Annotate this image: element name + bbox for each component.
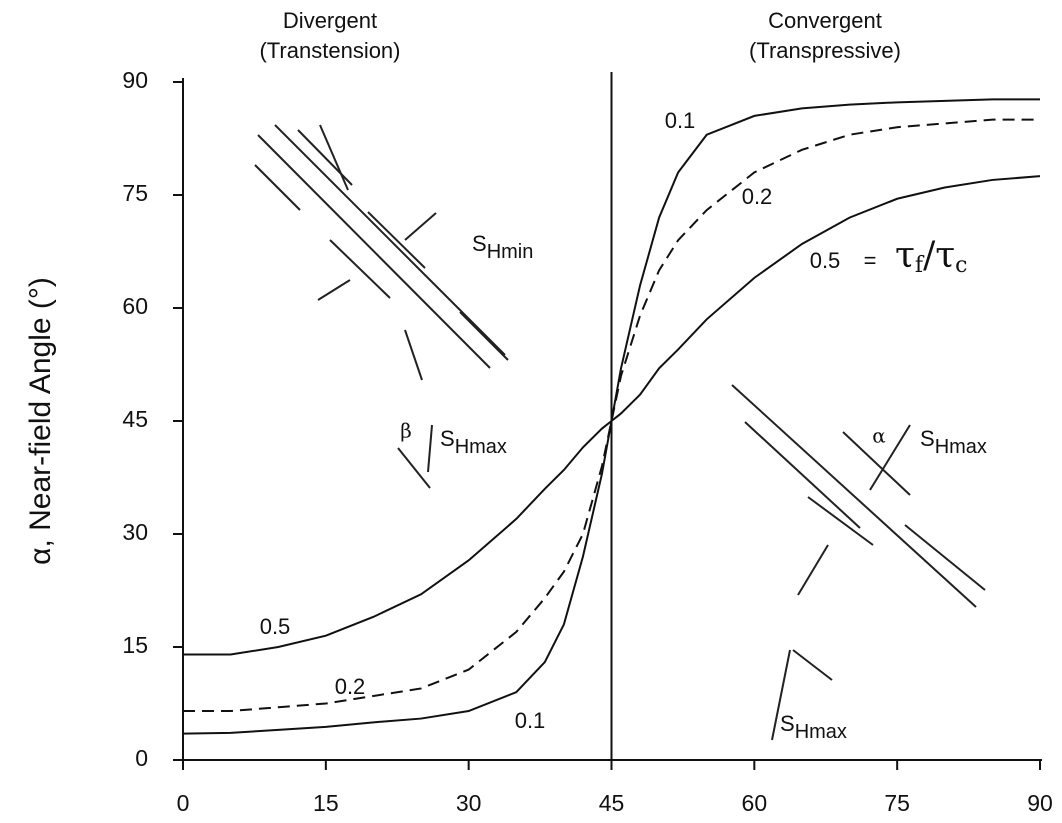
angle-label: α <box>872 424 886 448</box>
header: Divergent <box>283 8 377 33</box>
ratio-part: f <box>915 253 925 278</box>
stress-label: SHmax <box>920 426 987 458</box>
stress-sub: Hmax <box>455 436 507 458</box>
stress-label: SHmin <box>472 231 533 263</box>
stress-label: SHmax <box>780 711 847 743</box>
stress-base: S <box>920 426 935 451</box>
stress-label: SHmax <box>440 426 507 458</box>
equals: = <box>864 248 877 273</box>
ratio-part: c <box>955 253 967 278</box>
angle-label: β <box>400 419 412 443</box>
curve <box>183 175 1041 656</box>
stress-base: S <box>472 231 487 256</box>
stress-sub: Hmax <box>935 436 987 458</box>
curve-label: 0.5 <box>260 614 291 639</box>
y-tick-label: 45 <box>122 406 148 432</box>
y-axis-label: α, Near-field Angle (°) <box>24 277 57 565</box>
x-tick-label: 30 <box>456 790 482 816</box>
ratio-label: τf/τc <box>895 235 967 278</box>
curve-label: 0.1 <box>515 708 546 733</box>
y-tick-label: 0 <box>135 745 148 771</box>
ratio-part: τ <box>935 235 955 276</box>
sketch-upper-left <box>254 124 509 381</box>
y-tick-label: 15 <box>122 632 148 658</box>
y-tick-label: 30 <box>122 519 148 545</box>
curve-label: 0.2 <box>742 184 773 209</box>
x-tick-label: 75 <box>884 790 910 816</box>
curve <box>183 118 1040 713</box>
y-tick-label: 90 <box>122 67 148 93</box>
y-tick-label: 75 <box>122 180 148 206</box>
stress-sub: Hmax <box>795 721 847 743</box>
header: Convergent <box>768 8 882 33</box>
curve-label: 0.2 <box>335 674 366 699</box>
header: (Transtension) <box>259 38 400 63</box>
x-tick-label: 0 <box>177 790 190 816</box>
ratio-part: / <box>923 235 936 276</box>
stress-base: S <box>440 426 455 451</box>
stress-sub: Hmin <box>487 241 534 263</box>
curve-label: 0.5 <box>810 248 841 273</box>
x-tick-label: 60 <box>742 790 768 816</box>
curve-label: 0.1 <box>665 108 696 133</box>
ratio-part: τ <box>895 235 915 276</box>
stress-base: S <box>780 711 795 736</box>
y-tick-label: 60 <box>122 293 148 319</box>
x-tick-label: 90 <box>1027 790 1053 816</box>
sketch-lower-right <box>397 384 986 741</box>
header: (Transpressive) <box>749 38 901 63</box>
x-tick-label: 15 <box>313 790 339 816</box>
x-tick-label: 45 <box>599 790 625 816</box>
